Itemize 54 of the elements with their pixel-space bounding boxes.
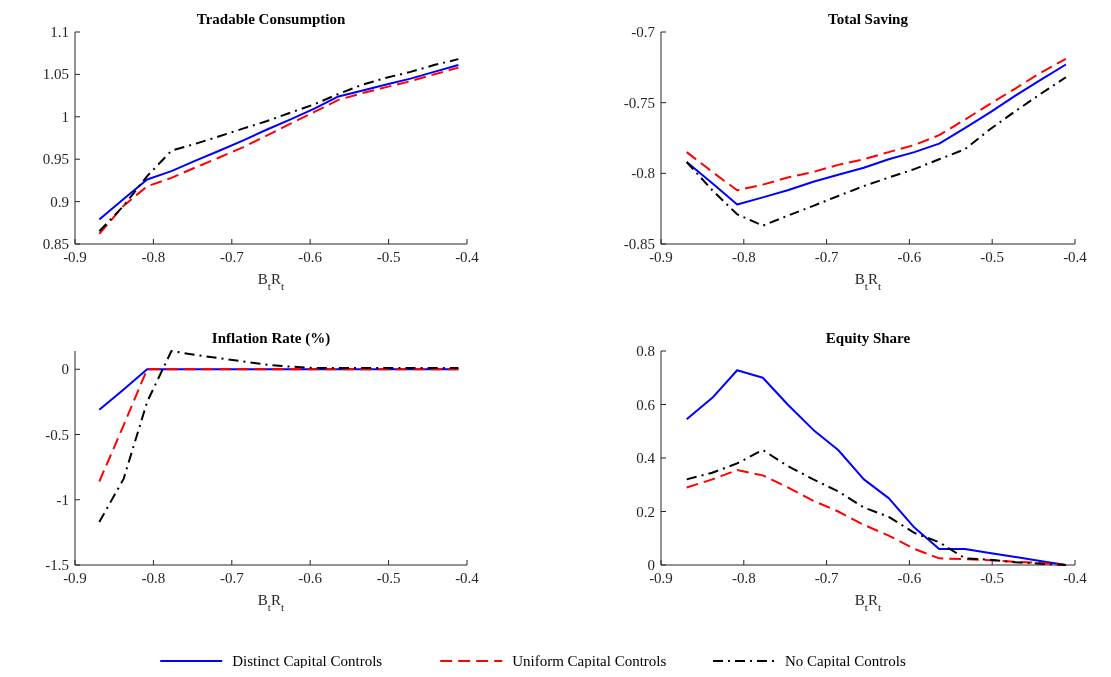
line-series: [685, 448, 1067, 566]
chart-title: Total Saving: [828, 11, 909, 27]
y-tick-label: 0.9: [50, 193, 69, 210]
y-tick-label: 1.05: [42, 66, 69, 83]
line-series: [98, 350, 460, 523]
y-tick-label: -1: [56, 491, 69, 508]
y-tick-label: -0.8: [631, 165, 655, 182]
chart-title: Equity Share: [825, 330, 911, 346]
x-tick-label: -0.4: [455, 249, 480, 265]
x-tick-label: -0.9: [649, 249, 673, 265]
x-tick-label: -0.7: [219, 249, 245, 265]
x-tick-label: -0.8: [141, 570, 166, 586]
x-tick-label: -0.6: [298, 570, 323, 586]
y-tick-label: -0.5: [45, 426, 69, 443]
y-tick-label: -0.85: [623, 236, 655, 252]
y-tick-label: 0.85: [42, 236, 69, 252]
y-tick-label: 0.8: [636, 343, 655, 359]
line-series: [685, 76, 1067, 227]
x-tick-label: -0.8: [141, 249, 166, 265]
y-tick-label: 1.1: [50, 24, 69, 40]
x-tick-label: -0.7: [814, 570, 839, 586]
x-tick-label: -0.4: [1063, 570, 1088, 586]
x-tick-label: -0.4: [455, 570, 480, 586]
x-tick-label: -0.5: [980, 570, 1005, 586]
x-tick-label: -0.9: [63, 249, 87, 265]
x-tick-label: -0.9: [649, 570, 673, 586]
x-tick-label: -0.8: [731, 570, 756, 586]
x-tick-label: -0.9: [63, 570, 87, 586]
chart-title: Inflation Rate (%): [211, 330, 331, 347]
y-tick-label: 0.4: [636, 450, 656, 466]
x-axis-title: B$_{t}$R$_{t}$: [257, 592, 286, 613]
y-tick-label: 1: [61, 108, 69, 125]
x-axis-title: B$_{t}$R$_{t}$: [257, 271, 286, 292]
x-tick-label: -0.7: [219, 570, 245, 586]
x-tick-label: -0.4: [1063, 249, 1088, 265]
y-tick-label: -1.5: [45, 557, 69, 573]
y-tick-label: 0: [61, 361, 69, 378]
x-axis-title: B$_{t}$R$_{t}$: [854, 271, 883, 292]
x-tick-label: -0.6: [897, 249, 922, 265]
x-tick-label: -0.7: [814, 249, 839, 265]
y-tick-label: 0.6: [636, 396, 656, 413]
x-tick-label: -0.5: [980, 249, 1005, 265]
x-axis-title: B$_{t}$R$_{t}$: [854, 592, 883, 613]
x-tick-label: -0.8: [731, 249, 756, 265]
x-tick-label: -0.6: [897, 570, 922, 586]
y-tick-label: -0.75: [623, 94, 655, 111]
y-tick-label: 0.2: [636, 503, 655, 520]
x-tick-label: -0.6: [298, 249, 323, 265]
x-tick-label: -0.5: [376, 570, 401, 586]
chart-title: Tradable Consumption: [196, 11, 346, 27]
y-tick-label: 0.95: [42, 151, 69, 168]
x-tick-label: -0.5: [376, 249, 401, 265]
y-tick-label: 0: [647, 557, 655, 573]
y-tick-label: -0.7: [631, 24, 656, 40]
